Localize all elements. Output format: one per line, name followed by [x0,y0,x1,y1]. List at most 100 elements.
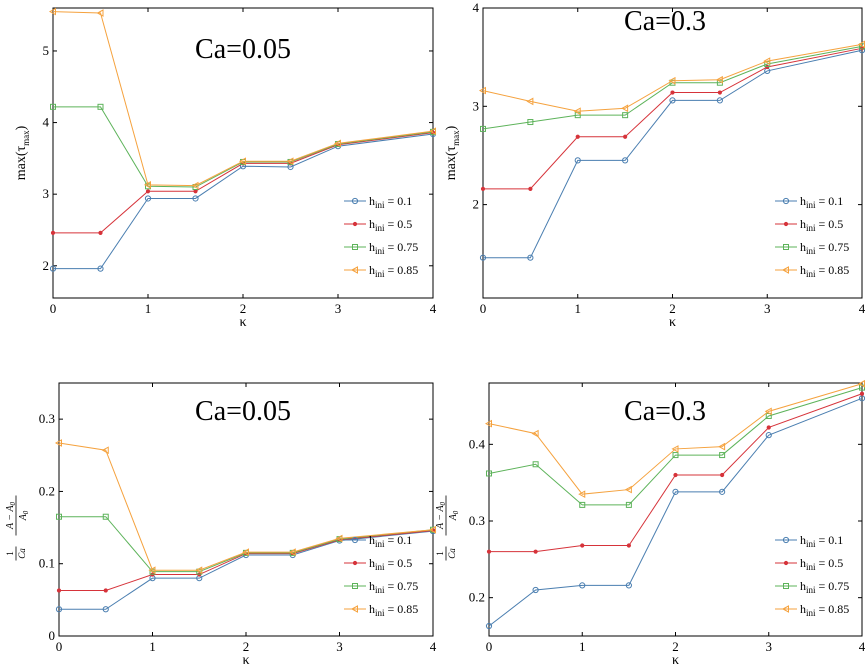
y-axis-label-text: max(τmax) [444,125,461,180]
legend-marker [783,560,789,566]
data-point [621,104,629,113]
x-tick-label: 2 [669,301,676,316]
x-tick-label: 1 [579,639,586,654]
x-tick-label: 3 [336,639,343,654]
series-line [53,132,434,234]
plot-frame [482,7,863,299]
x-tick-label: 0 [480,301,487,316]
data-point [719,452,726,459]
data-point [532,461,539,468]
legend: hini = 0.1 hini = 0.5 hini = 0.75 hini = 0.… [344,194,418,279]
panel-title: Ca=0.05 [195,34,291,65]
series-line [53,106,434,188]
data-point [533,549,538,554]
data-point [485,622,493,630]
legend: hini = 0.1 hini = 0.5 hini = 0.75 hini = 0.… [775,533,849,618]
legend-label: hini = 0.5 [369,217,412,233]
legend-label: hini = 0.1 [369,194,412,210]
y-axis-label: max(τmax) [444,125,461,180]
data-point [622,112,629,119]
data-point [241,548,249,556]
data-point [48,7,56,16]
data-point [143,181,151,189]
series-2 [486,391,865,554]
y-tick-label: 3 [43,186,50,201]
y-tick-label: 0 [49,628,56,643]
data-point [623,134,628,139]
data-point [626,543,631,548]
legend-marker [352,244,358,250]
x-tick-label: 1 [149,639,156,654]
legend-marker [783,221,789,227]
series-line [488,383,863,495]
x-tick-label: 3 [766,639,773,654]
series-3 [486,384,865,508]
y-axis-label: max(τmax) [14,125,31,180]
series-line [59,529,434,591]
data-point [335,534,343,543]
data-point [579,501,586,508]
data-point [102,513,109,520]
x-axis-label: κ [242,653,249,668]
series-line [58,442,434,571]
data-point [670,90,675,95]
data-point [484,419,492,428]
data-point [575,134,580,139]
data-point [671,445,679,453]
data-point [145,189,151,194]
legend-label: hini = 0.85 [369,263,418,279]
panel-title: Ca=0.3 [624,6,706,37]
plot-frame [52,7,434,299]
data-point [578,490,586,499]
data-point [480,186,486,191]
data-point [144,195,152,202]
data-point [55,606,63,613]
data-point [478,86,486,95]
data-point [97,103,104,110]
data-point [669,97,676,104]
legend-marker [350,266,358,274]
legend-marker [351,197,359,205]
frac-num-1: 1 [5,551,15,556]
legend-marker [781,266,789,274]
series-line [482,45,863,130]
y-tick-label: 0.1 [39,556,55,571]
legend-marker [352,221,358,227]
x-tick-label: 1 [145,301,152,316]
legend: hini = 0.1 hini = 0.5 hini = 0.75 hini = 0.… [344,533,418,618]
legend-label: hini = 0.5 [800,217,843,233]
data-point [625,501,632,508]
series-1 [485,395,865,630]
data-point [579,582,586,589]
data-point [668,76,676,85]
data-point [54,439,62,447]
data-point [49,265,57,272]
data-point [622,157,629,164]
y-tick-label: 0.4 [469,436,486,451]
data-point [50,230,56,235]
frac-num-1: 1 [435,551,445,556]
y-tick-label: 0.2 [39,483,55,498]
legend-label: hini = 0.5 [800,556,843,572]
data-point [532,586,539,594]
x-tick-label: 2 [240,301,247,316]
x-tick-label: 3 [335,301,342,316]
series-line [482,43,863,112]
plot-frame [58,382,434,637]
legend-label: hini = 0.1 [800,533,843,549]
data-point [193,189,198,194]
frac-den-1: Ca [447,548,457,559]
legend-label: hini = 0.1 [800,194,843,210]
data-point [238,157,246,166]
panel-title: Ca=0.3 [624,396,706,427]
data-point [191,181,199,190]
data-point [528,186,533,191]
data-point [859,391,865,396]
panel-title: Ca=0.05 [195,396,291,427]
legend-marker [350,605,358,613]
data-point [98,230,103,235]
